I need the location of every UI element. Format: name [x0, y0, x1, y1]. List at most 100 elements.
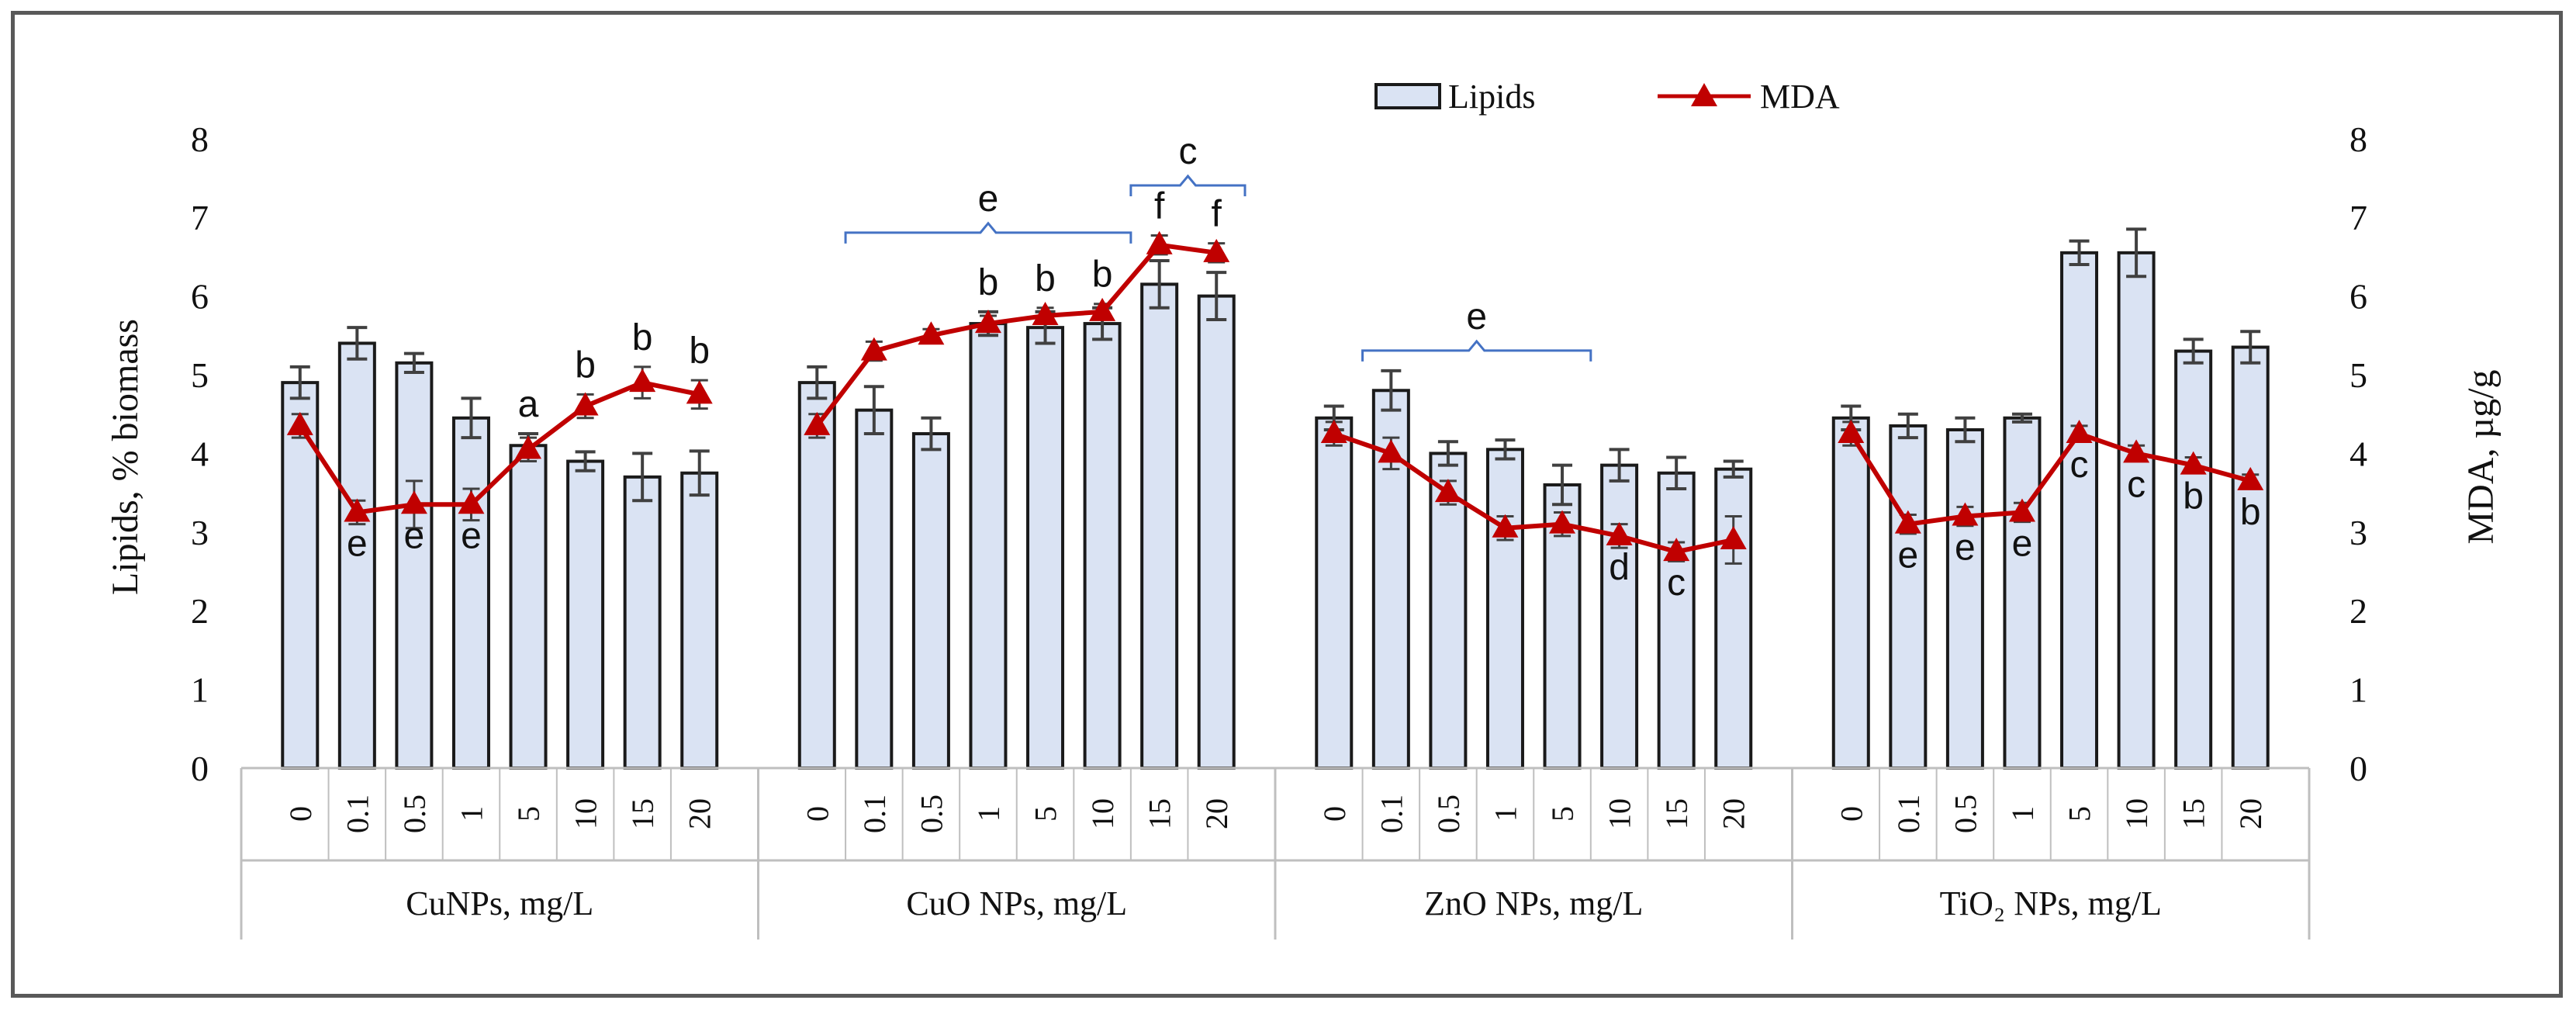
mda-marker: [458, 490, 485, 514]
lipid-bar: [2117, 251, 2156, 770]
y-right-tick-label: 8: [2350, 119, 2367, 159]
lipid-bar: [395, 361, 434, 770]
significance-letter: c: [2127, 464, 2146, 505]
y-left-tick-label: 5: [191, 355, 209, 395]
lipid-bar: [623, 475, 662, 770]
lipid-bar: [1083, 322, 1122, 770]
y-left-tick-label: 7: [191, 198, 209, 237]
mda-marker: [572, 392, 599, 416]
lipid-bar: [451, 416, 490, 770]
concentration-tick-label: 0: [283, 806, 318, 822]
group-label: CuO NPs, mg/L: [906, 884, 1127, 922]
significance-letter: c: [2070, 445, 2089, 486]
group-label: CuNPs, mg/L: [406, 884, 593, 922]
significance-letter: e: [461, 515, 482, 556]
significance-letter: b: [1092, 254, 1113, 296]
mda-marker: [1032, 301, 1059, 325]
mda-marker: [286, 411, 313, 435]
lipid-bar: [1831, 416, 1870, 770]
y-right-tick-label: 4: [2350, 434, 2367, 473]
significance-bracket: [844, 221, 1132, 244]
y-right-tick-label: 5: [2350, 355, 2367, 395]
concentration-tick-label: 1: [2005, 806, 2040, 822]
lipid-bar: [509, 444, 548, 770]
mda-line: [1848, 431, 2252, 527]
concentration-tick-label: 10: [1603, 798, 1637, 829]
significance-letter: a: [518, 384, 539, 425]
mda-marker: [400, 490, 427, 514]
concentration-tick-label: 0.5: [397, 794, 432, 833]
y-left-tick-label: 2: [191, 591, 209, 631]
concentration-tick-label: 20: [1199, 798, 1234, 829]
mda-marker: [1203, 238, 1230, 262]
significance-letter: b: [1035, 258, 1056, 299]
concentration-tick-label: 5: [1029, 806, 1063, 822]
significance-letter: e: [2012, 523, 2033, 564]
lipid-bar: [2231, 345, 2270, 770]
concentration-tick-label: 15: [2177, 798, 2211, 829]
mda-marker: [1894, 510, 1921, 534]
significance-letter: f: [1212, 194, 1222, 235]
significance-letter: b: [2240, 492, 2261, 533]
concentration-tick-label: 10: [2119, 798, 2154, 829]
y-left-tick-label: 6: [191, 277, 209, 317]
concentration-tick-label: 15: [1659, 798, 1694, 829]
mda-marker: [2237, 466, 2264, 490]
significance-letter: c: [1667, 562, 1686, 604]
lipid-bar: [1197, 294, 1236, 770]
y-right-tick-label: 3: [2350, 513, 2367, 552]
concentration-tick-label: 20: [2233, 798, 2268, 829]
concentration-tick-label: 1: [454, 806, 489, 822]
lipid-bar: [855, 408, 894, 770]
group-label: TiO₂ NPs, mg/L: [1940, 884, 2162, 922]
mda-marker: [2123, 439, 2150, 463]
significance-letter: d: [1609, 547, 1630, 588]
bracket-letter: e: [1466, 296, 1487, 337]
lipid-bar: [2060, 251, 2099, 770]
mda-marker: [1434, 479, 1461, 503]
mda-marker: [1952, 502, 1979, 526]
significance-letter: f: [1154, 186, 1165, 227]
mda-marker: [1606, 521, 1633, 545]
y-left-tick-label: 1: [191, 670, 209, 710]
concentration-tick-label: 0.1: [1891, 794, 1926, 833]
lipid-bar: [1485, 448, 1524, 770]
y-right-tick-label: 2: [2350, 591, 2367, 631]
significance-letter: e: [347, 523, 368, 564]
lipid-bar: [680, 471, 719, 770]
mda-line: [814, 242, 1217, 427]
bracket-letter: e: [978, 178, 999, 220]
concentration-tick-label: 10: [569, 798, 603, 829]
significance-letter: b: [978, 262, 999, 303]
concentration-tick-label: 1: [1488, 806, 1523, 822]
concentration-tick-label: 20: [1717, 798, 1751, 829]
concentration-tick-label: 15: [625, 798, 660, 829]
lipid-bar: [1889, 424, 1928, 770]
mda-marker: [1378, 439, 1405, 463]
concentration-tick-label: 0.5: [1431, 794, 1466, 833]
concentration-tick-label: 0.5: [1948, 794, 1983, 833]
mda-marker: [1663, 538, 1690, 562]
concentration-tick-label: 0: [1317, 806, 1352, 822]
mda-marker: [1089, 297, 1116, 321]
mda-series: [286, 230, 2264, 562]
lipid-bar: [1714, 467, 1753, 770]
y-right-tick-label: 6: [2350, 277, 2367, 317]
lipid-bar: [969, 322, 1008, 770]
mda-marker: [686, 380, 713, 404]
concentration-tick-label: 5: [1545, 806, 1580, 822]
concentration-tick-label: 10: [1085, 798, 1120, 829]
mda-marker: [918, 321, 945, 345]
concentration-tick-label: 5: [2063, 806, 2097, 822]
significance-letter: b: [2183, 476, 2204, 517]
mda-marker: [1492, 514, 1519, 538]
bracket-letter: c: [1178, 131, 1197, 172]
concentration-tick-label: 15: [1143, 798, 1177, 829]
mda-marker: [860, 337, 887, 361]
mda-marker: [2008, 498, 2035, 522]
concentration-tick-label: 0.5: [914, 794, 949, 833]
significance-letter: e: [1897, 535, 1918, 576]
y-right-tick-label: 7: [2350, 198, 2367, 237]
